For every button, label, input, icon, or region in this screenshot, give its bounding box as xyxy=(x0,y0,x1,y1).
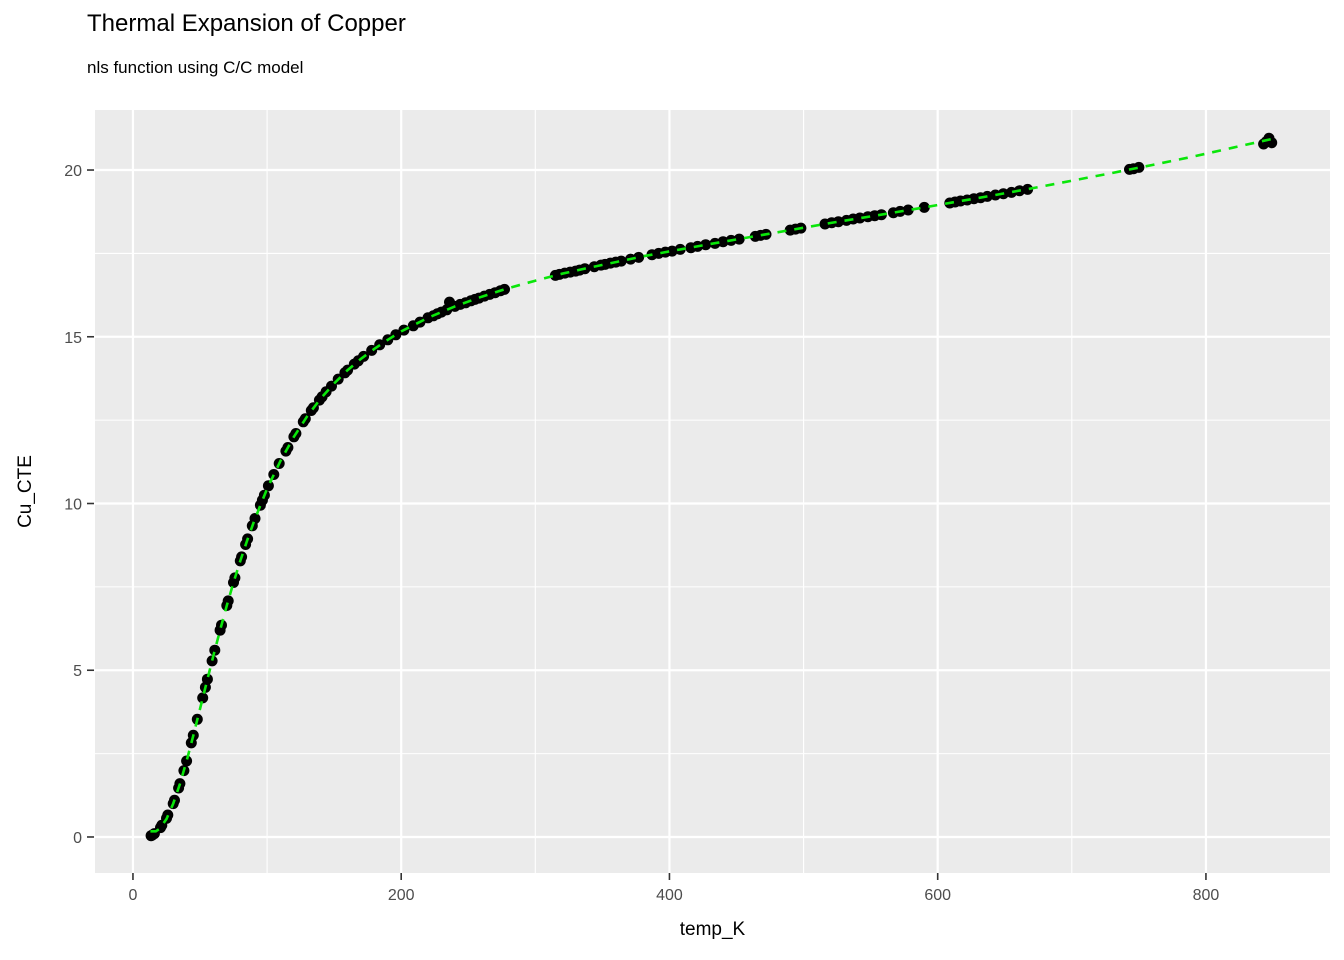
panel-background xyxy=(95,110,1330,873)
x-tick-label: 800 xyxy=(1193,887,1220,904)
data-point xyxy=(499,283,510,295)
y-tick-label: 20 xyxy=(64,163,82,180)
data-point xyxy=(209,644,221,656)
y-tick-label: 0 xyxy=(73,830,82,847)
x-tick-label: 0 xyxy=(129,887,138,904)
data-point xyxy=(615,255,627,267)
x-tick-label: 600 xyxy=(924,887,951,904)
data-point xyxy=(733,233,745,245)
data-point xyxy=(201,673,213,685)
data-point xyxy=(162,809,174,821)
y-tick-label: 10 xyxy=(64,497,82,514)
data-point xyxy=(1022,183,1034,195)
data-point xyxy=(206,655,218,667)
grid-major xyxy=(95,110,1330,873)
chart-subtitle: nls function using C/C model xyxy=(87,58,304,77)
data-point xyxy=(700,239,712,251)
data-point xyxy=(249,513,261,524)
data-point xyxy=(902,204,914,216)
data-point xyxy=(1133,161,1145,173)
data-point xyxy=(181,755,193,767)
data-point xyxy=(197,692,209,704)
y-tick-label: 5 xyxy=(73,663,82,680)
fit-line xyxy=(150,137,1272,833)
x-tick-label: 400 xyxy=(656,887,683,904)
data-point xyxy=(222,595,234,607)
data-point xyxy=(832,216,844,228)
data-point xyxy=(262,480,274,492)
data-point xyxy=(268,469,280,480)
chart-title: Thermal Expansion of Copper xyxy=(87,10,406,37)
y-axis-title: Cu_CTE xyxy=(15,455,36,528)
data-point xyxy=(918,201,930,213)
tick-labels: 0 200 400 600 800 0 5 10 15 20 xyxy=(64,163,1219,904)
axis-ticks xyxy=(87,169,1207,880)
x-axis-title: temp_K xyxy=(680,919,746,940)
y-tick-label: 15 xyxy=(64,330,82,347)
x-tick-label: 200 xyxy=(388,887,415,904)
data-point xyxy=(633,251,645,263)
